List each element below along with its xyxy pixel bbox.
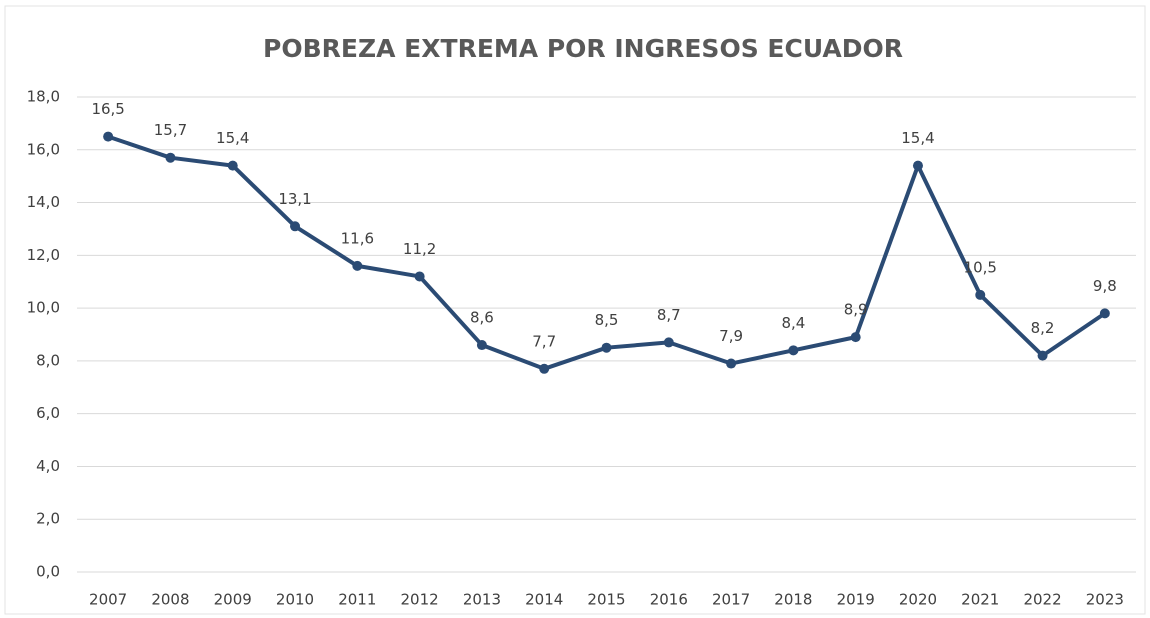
x-tick-label: 2010 — [276, 591, 314, 609]
y-tick-label: 10,0 — [27, 299, 60, 317]
chart-title: POBREZA EXTREMA POR INGRESOS ECUADOR — [263, 34, 903, 63]
y-tick-label: 14,0 — [27, 193, 60, 211]
data-point — [103, 131, 114, 142]
chart-border — [4, 5, 1146, 615]
data-label: 15,7 — [154, 121, 187, 139]
y-tick-label: 16,0 — [27, 140, 60, 158]
data-point — [414, 271, 425, 282]
data-label: 15,4 — [901, 129, 934, 147]
x-tick-label: 2020 — [899, 591, 937, 609]
data-point — [165, 152, 176, 163]
x-tick-label: 2013 — [463, 591, 501, 609]
data-label: 8,4 — [781, 314, 805, 332]
data-label: 10,5 — [964, 258, 997, 276]
x-tick-label: 2016 — [650, 591, 688, 609]
x-tick-label: 2011 — [338, 591, 376, 609]
x-tick-label: 2017 — [712, 591, 750, 609]
y-tick-label: 8,0 — [36, 351, 60, 369]
x-tick-label: 2019 — [837, 591, 875, 609]
x-tick-label: 2021 — [961, 591, 999, 609]
data-label: 8,9 — [844, 301, 868, 319]
x-tick-label: 2014 — [525, 591, 563, 609]
data-point — [476, 340, 487, 351]
y-tick-label: 12,0 — [27, 246, 60, 264]
data-label: 7,7 — [532, 332, 556, 350]
data-point — [912, 160, 923, 171]
x-tick-label: 2008 — [151, 591, 189, 609]
x-tick-label: 2015 — [587, 591, 625, 609]
data-label: 15,4 — [216, 129, 249, 147]
data-point — [663, 337, 674, 348]
x-tick-label: 2009 — [214, 591, 252, 609]
data-point — [975, 289, 986, 300]
data-label: 7,9 — [719, 327, 743, 345]
data-point — [601, 342, 612, 353]
data-label: 9,8 — [1093, 277, 1117, 295]
y-tick-label: 2,0 — [36, 510, 60, 528]
data-label: 16,5 — [91, 100, 124, 118]
data-label: 8,6 — [470, 309, 494, 327]
y-tick-label: 0,0 — [36, 563, 60, 581]
data-point — [1037, 350, 1048, 361]
data-label: 13,1 — [278, 190, 311, 208]
data-label: 8,2 — [1031, 319, 1055, 337]
x-tick-label: 2023 — [1086, 591, 1124, 609]
data-point — [1099, 308, 1110, 319]
data-label: 11,2 — [403, 240, 436, 258]
x-tick-label: 2012 — [401, 591, 439, 609]
data-point — [290, 221, 301, 232]
data-label: 8,5 — [595, 311, 619, 329]
data-point — [788, 345, 799, 356]
x-tick-label: 2018 — [774, 591, 812, 609]
data-point — [227, 160, 238, 171]
x-tick-label: 2022 — [1023, 591, 1061, 609]
data-point — [352, 260, 363, 271]
data-label: 11,6 — [341, 229, 374, 247]
data-point — [850, 332, 861, 343]
data-point — [539, 363, 550, 374]
y-tick-label: 4,0 — [36, 457, 60, 475]
data-label: 8,7 — [657, 306, 681, 324]
y-tick-label: 6,0 — [36, 404, 60, 422]
y-tick-label: 18,0 — [27, 88, 60, 106]
x-tick-label: 2007 — [89, 591, 127, 609]
data-point — [726, 358, 737, 369]
